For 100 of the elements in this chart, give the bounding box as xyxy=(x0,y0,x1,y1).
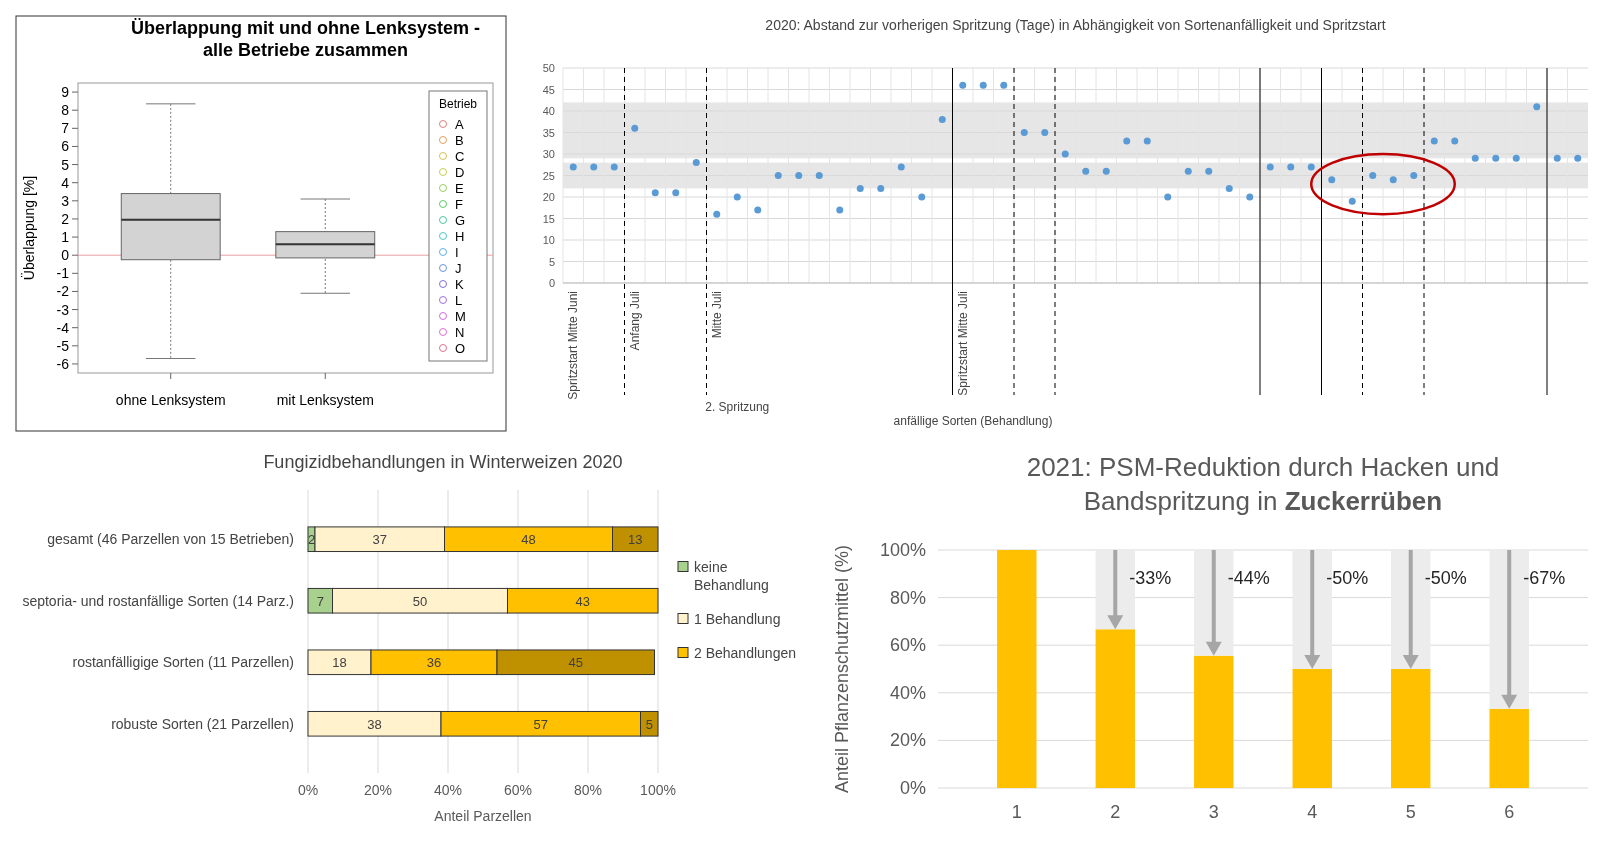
point xyxy=(1307,163,1315,171)
point xyxy=(1102,167,1110,175)
text: 2. Spritzung xyxy=(705,400,770,414)
point xyxy=(1430,137,1438,145)
y-tick-label: -4 xyxy=(56,319,70,336)
data-label: 57 xyxy=(533,716,548,732)
legend-label: B xyxy=(455,133,464,148)
point xyxy=(1328,176,1336,184)
data-label: 43 xyxy=(575,593,590,609)
point xyxy=(1389,176,1397,184)
y-tick-label: -1 xyxy=(56,265,70,282)
point xyxy=(795,172,803,179)
point xyxy=(856,184,864,192)
y-tick-label: 40 xyxy=(542,105,555,117)
legend-label: 2 Behandlungen xyxy=(694,644,796,661)
y-tick-label: 25 xyxy=(542,169,555,182)
point xyxy=(1471,154,1479,162)
data-label: 7 xyxy=(316,593,324,609)
point xyxy=(877,184,885,192)
bar xyxy=(1095,629,1135,788)
legend-label: G xyxy=(455,213,466,228)
point xyxy=(1143,137,1151,145)
y-tick-label: 5 xyxy=(61,156,70,173)
y-tick-label: 8 xyxy=(61,102,70,119)
point xyxy=(610,163,618,171)
point xyxy=(979,81,987,89)
point xyxy=(1574,154,1582,162)
bar xyxy=(1292,669,1332,788)
y-tick-label: robuste Sorten (21 Parzellen) xyxy=(111,715,294,732)
point xyxy=(774,172,782,179)
y-tick-label: 6 xyxy=(61,138,70,155)
legend-label: K xyxy=(455,277,464,292)
y-tick-label: 60% xyxy=(889,635,926,656)
y-tick-label: 100% xyxy=(879,540,926,560)
point xyxy=(651,189,659,197)
data-label: 5 xyxy=(645,716,653,732)
x-tick-label: Spritzstart Mitte Juni xyxy=(566,291,581,400)
point xyxy=(1348,197,1356,205)
bar xyxy=(1194,655,1234,788)
x-tick-label: 1 xyxy=(1011,802,1022,822)
chart-title: 2021: PSM-Reduktion durch Hacken und Bandspritzung in Zuckerrüben xyxy=(1026,452,1500,516)
y-tick-label: -5 xyxy=(56,337,70,354)
data-label: 48 xyxy=(521,532,536,548)
legend-label: keine Behandlung xyxy=(694,558,769,593)
y-tick-label: 45 xyxy=(542,83,555,96)
legend-label: I xyxy=(455,245,459,260)
annotation: -67% xyxy=(1523,568,1566,588)
point xyxy=(1041,129,1049,136)
point xyxy=(897,163,905,171)
annotation: -44% xyxy=(1227,568,1270,588)
legend-label: H xyxy=(455,229,465,244)
y-tick-label: -6 xyxy=(56,355,70,372)
data-label: 45 xyxy=(568,655,583,671)
point xyxy=(1451,137,1459,145)
x-tick-label: 40% xyxy=(433,782,463,798)
legend-label: L xyxy=(455,293,463,308)
point xyxy=(590,163,598,171)
point xyxy=(938,116,946,124)
y-axis-title: Anteil Pflanzenschutzmittel (%) xyxy=(832,544,852,794)
y-tick-label: 15 xyxy=(542,212,555,225)
data-label: 36 xyxy=(426,655,442,671)
x-tick-label: 60% xyxy=(503,782,533,798)
point xyxy=(569,163,577,171)
point xyxy=(1061,150,1069,158)
legend-title: Betrieb xyxy=(438,97,478,111)
point xyxy=(918,193,926,201)
x-tick-label: 0% xyxy=(297,782,319,798)
x-tick-label: Spritzstart Mitte Juli xyxy=(955,291,970,396)
legend-label: A xyxy=(455,117,464,132)
point xyxy=(1266,163,1274,171)
point xyxy=(1553,154,1561,162)
chart-title: Fungizidbehandlungen in Winterweizen 2020 xyxy=(263,452,623,472)
point xyxy=(1369,172,1377,179)
x-tick-label: 3 xyxy=(1208,802,1219,822)
data-label: 37 xyxy=(372,532,387,548)
legend-label: 1 Behandlung xyxy=(694,610,781,627)
point xyxy=(1164,193,1172,201)
annotation: -33% xyxy=(1129,567,1172,588)
legend-label: M xyxy=(455,309,466,324)
y-tick-label: 40% xyxy=(889,682,926,703)
data-label: 18 xyxy=(332,655,347,671)
data-label: 13 xyxy=(628,532,643,548)
point xyxy=(1020,129,1028,136)
bar xyxy=(1391,669,1431,788)
y-tick-label: 2 xyxy=(61,210,70,227)
bar xyxy=(997,550,1037,788)
y-tick-label: -3 xyxy=(56,301,70,318)
x-tick-label: 20% xyxy=(363,782,393,798)
x-tick-label: 80% xyxy=(573,782,603,798)
chart-title: Überlappung mit und ohne Lenksystem - alle Betriebe zusammen xyxy=(130,18,481,60)
y-axis-title: Überlappung [%] xyxy=(20,175,37,281)
x-tick-label: Anfang Juli xyxy=(627,291,642,351)
point xyxy=(1205,167,1213,175)
legend-label: J xyxy=(455,261,462,276)
x-axis-title: Anteil Parzellen xyxy=(434,808,532,824)
legend-label: D xyxy=(455,165,465,180)
y-tick-label: 50 xyxy=(542,62,555,74)
y-tick-label: septoria- und rostanfällige Sorten (14 Parz.) xyxy=(22,592,294,609)
x-tick-label: ohne Lenksystem xyxy=(115,392,226,408)
point xyxy=(836,206,844,214)
